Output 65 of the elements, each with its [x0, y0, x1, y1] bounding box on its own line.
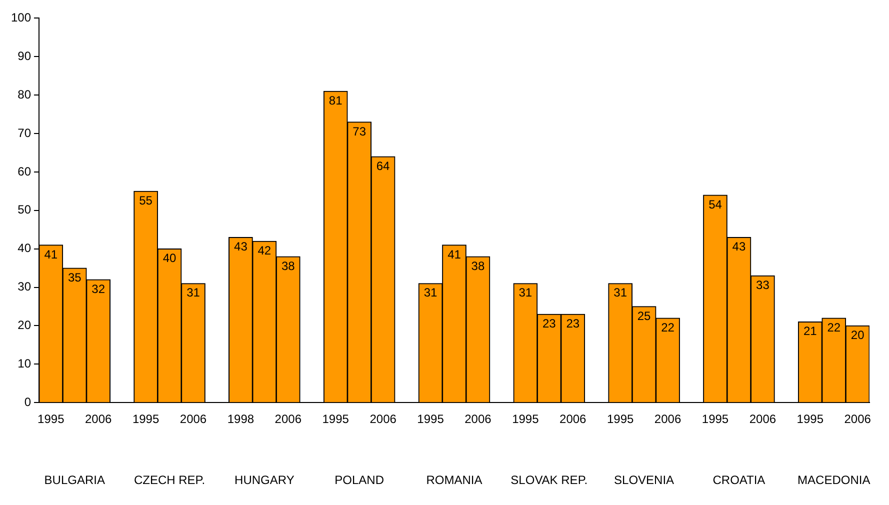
x-tick-label: 1998	[227, 412, 254, 426]
y-tick-label: 40	[18, 241, 32, 256]
data-label: 23	[566, 316, 580, 330]
text: SLOVAK REP.	[510, 472, 588, 487]
data-label: 54	[708, 197, 722, 212]
x-tick-label: 1995	[796, 412, 824, 426]
x-tick-label: 1995	[38, 412, 65, 426]
y-tick-label: 80	[18, 87, 32, 102]
y-tick-label: 50	[18, 202, 32, 217]
data-label: 42	[258, 243, 272, 258]
x-tick-label: 1995	[417, 412, 444, 426]
text: HUNGARY	[234, 472, 294, 487]
data-label: 64	[376, 158, 390, 173]
data-label: 23	[542, 316, 556, 330]
y-tick-label: 30	[18, 280, 32, 294]
data-label: 31	[424, 286, 438, 300]
data-label: 31	[518, 286, 532, 300]
data-label: 31	[186, 286, 200, 300]
text: SLOVENIA	[614, 472, 674, 487]
y-tick-label: 0	[24, 394, 32, 409]
data-label: 25	[637, 308, 652, 323]
data-label: 22	[827, 320, 841, 334]
data-label: 43	[732, 240, 746, 254]
x-tick-label: 1995	[702, 412, 729, 426]
y-tick-label: 90	[18, 48, 32, 63]
x-tick-label: 1995	[322, 412, 350, 426]
data-label: 55	[139, 193, 153, 208]
x-tick-label: 2006	[749, 412, 776, 426]
x-tick-label: 2006	[274, 412, 302, 426]
data-label: 38	[471, 258, 485, 273]
y-tick-label: 10	[18, 356, 32, 370]
data-label: 21	[803, 324, 818, 338]
y-tick-label: 70	[18, 126, 32, 140]
x-tick-label: 1995	[512, 412, 540, 426]
data-label: 22	[661, 320, 675, 334]
data-label: 33	[756, 278, 770, 292]
text: ROMANIA	[426, 472, 482, 487]
x-tick-label: 1995	[606, 412, 634, 426]
data-label: 20	[850, 328, 865, 342]
x-tick-label: 2006	[180, 412, 207, 426]
data-label: 32	[92, 282, 106, 296]
data-label: 31	[614, 286, 628, 300]
data-label: 41	[44, 247, 58, 262]
data-label: 81	[328, 94, 343, 108]
data-label: 35	[68, 270, 82, 284]
y-tick-label: 60	[18, 164, 32, 178]
x-tick-label: 2006	[654, 412, 682, 426]
text: BULGARIA	[44, 472, 105, 487]
text: MACEDONIA	[798, 472, 870, 487]
text: CZECH REP.	[134, 472, 206, 487]
x-tick-label: 2006	[370, 412, 397, 426]
x-tick-label: 2006	[464, 412, 492, 426]
y-tick-label: 20	[18, 318, 32, 332]
x-tick-label: 1995	[132, 412, 160, 426]
data-label: 73	[352, 124, 366, 138]
text: POLAND	[334, 472, 384, 487]
text: CROATIA	[712, 472, 766, 487]
data-label: 41	[448, 247, 462, 262]
data-label: 43	[234, 240, 248, 254]
x-tick-label: 2006	[84, 412, 112, 426]
data-label: 40	[162, 251, 177, 266]
y-tick-label: 100	[10, 10, 32, 25]
x-tick-label: 2006	[844, 412, 872, 426]
data-label: 38	[281, 258, 296, 273]
x-tick-label: 2006	[560, 412, 587, 426]
